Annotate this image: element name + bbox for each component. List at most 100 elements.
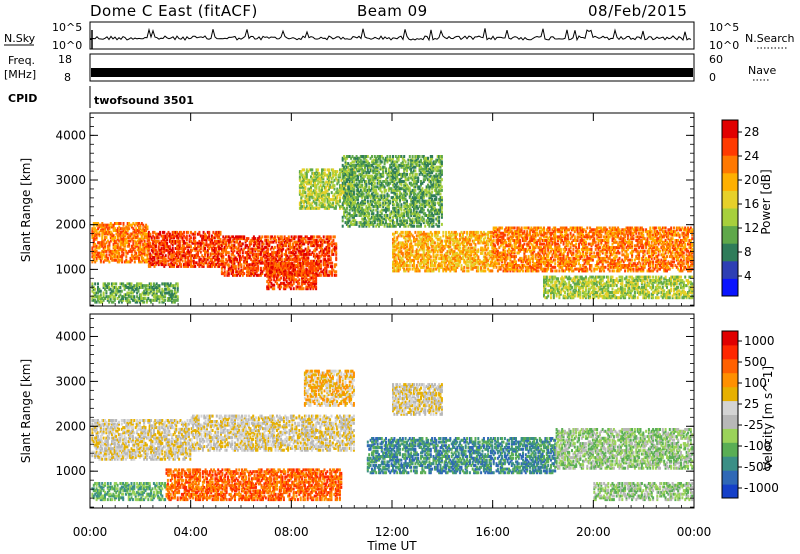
data-cell-power [157, 239, 160, 243]
data-cell-power [538, 242, 541, 246]
data-cell-power [515, 235, 517, 239]
data-cell-power [456, 251, 459, 255]
data-cell-power [461, 234, 464, 238]
data-cell-power [136, 223, 139, 227]
data-cell-power [170, 264, 173, 268]
data-cell-power [116, 242, 119, 246]
data-cell-power [459, 255, 462, 259]
data-cell-power [156, 250, 159, 254]
data-cell-power [170, 257, 173, 261]
data-cell-power [584, 253, 587, 257]
data-cell-power [321, 189, 323, 193]
data-cell-power [593, 267, 596, 271]
data-cell-power [335, 263, 338, 267]
data-cell-power [227, 238, 230, 242]
data-cell-power [569, 267, 572, 271]
data-cell-power [314, 198, 317, 202]
data-cell-power [254, 237, 257, 241]
data-cell-power [399, 264, 401, 268]
data-cell-power [108, 249, 111, 253]
data-cell-power [121, 234, 124, 238]
data-cell-power [150, 263, 153, 267]
data-cell-power [492, 228, 495, 232]
data-cell-power [566, 239, 569, 242]
data-cell-power [558, 247, 561, 251]
data-cell-power [111, 237, 114, 241]
data-cell-power [600, 235, 603, 239]
data-cell-power [425, 267, 428, 271]
data-cell-power [582, 246, 585, 250]
data-cell-power [218, 241, 221, 245]
data-cell-power [530, 228, 533, 232]
data-cell-power [246, 266, 248, 270]
data-cell-power [187, 263, 190, 267]
data-cell-power [397, 262, 400, 266]
data-cell-power [404, 269, 407, 273]
data-cell-power [269, 285, 271, 289]
data-cell-power [303, 256, 306, 260]
data-cell-power [559, 239, 562, 242]
data-cell-power [586, 251, 589, 255]
data-cell-power [513, 247, 516, 251]
data-cell-power [557, 242, 559, 246]
data-cell-power [154, 248, 157, 252]
data-cell-power [540, 242, 543, 246]
data-cell-power [303, 201, 305, 205]
data-cell-power [562, 255, 565, 259]
data-cell-power [312, 238, 315, 242]
data-cell-power [485, 241, 488, 245]
data-cell-power [122, 234, 125, 238]
data-cell-power [526, 265, 529, 269]
data-cell-power [530, 256, 533, 260]
data-cell-power [146, 244, 149, 248]
data-cell-power [547, 260, 550, 264]
data-cell-power [219, 243, 222, 247]
data-cell-power [180, 234, 183, 238]
data-cell-power [410, 244, 413, 248]
data-cell-power [178, 245, 181, 249]
data-cell-power [477, 236, 480, 240]
data-cell-power [232, 268, 234, 272]
data-cell-power [142, 229, 145, 232]
data-cell-power [303, 175, 305, 179]
data-cell-power [579, 251, 582, 255]
data-cell-power [596, 260, 599, 264]
data-cell-power [538, 246, 541, 250]
data-cell-power [417, 253, 420, 257]
data-cell-power [164, 248, 167, 252]
data-cell-power [315, 184, 318, 188]
data-cell-power [604, 253, 607, 257]
data-cell-power [319, 192, 322, 196]
data-cell-power [510, 237, 513, 241]
data-cell-power [399, 246, 401, 250]
data-cell-power [305, 264, 308, 267]
data-cell-power [526, 244, 529, 248]
data-cell-power [275, 252, 278, 256]
data-cell-power [352, 173, 355, 177]
data-cell-power [159, 256, 162, 259]
data-cell-power [298, 264, 301, 267]
data-cell-power [318, 238, 321, 242]
data-cell-power [314, 254, 317, 258]
data-cell-power [204, 248, 206, 252]
data-cell-power [209, 245, 212, 249]
data-cell-power [586, 267, 589, 271]
data-cell-power [396, 267, 399, 271]
data-cell-power [296, 280, 299, 284]
data-cell-power [322, 194, 325, 198]
data-cell-power [550, 258, 552, 262]
data-cell-power [328, 247, 331, 251]
data-cell-power [308, 280, 311, 284]
data-cell-power [254, 240, 257, 244]
data-cell-power [596, 264, 599, 267]
data-cell-power [473, 246, 476, 250]
data-cell-power [122, 251, 125, 255]
data-cell-power [92, 256, 95, 260]
data-cell-power [280, 251, 283, 255]
data-cell-power [177, 238, 180, 242]
data-cell-power [101, 236, 104, 239]
data-cell-power [318, 173, 321, 177]
data-cell-power [544, 246, 547, 250]
data-cell-power [154, 261, 157, 265]
data-cell-power [552, 237, 555, 241]
